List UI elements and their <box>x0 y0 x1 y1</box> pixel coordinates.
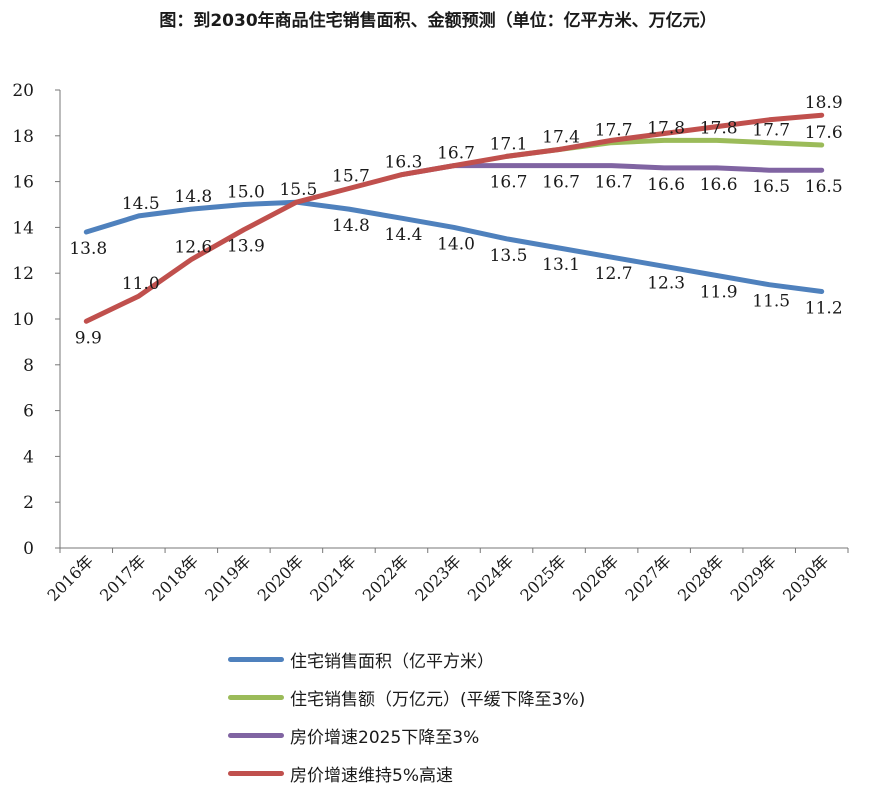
y-tick-label: 4 <box>23 447 34 467</box>
data-label: 16.3 <box>385 153 423 173</box>
legend: 住宅销售面积（亿平方米） 住宅销售额（万亿元）(平缓下降至3%) 房价增速202… <box>228 640 585 792</box>
data-label: 15.7 <box>332 166 370 186</box>
data-label: 14.0 <box>437 234 475 254</box>
series-line <box>83 112 825 324</box>
data-label: 13.8 <box>69 239 107 259</box>
y-tick-label: 20 <box>12 81 34 101</box>
x-tick-label: 2027年 <box>621 551 675 605</box>
data-label: 12.3 <box>647 273 685 293</box>
x-tick-labels: 2016年2017年2018年2019年2020年2021年2022年2023年… <box>44 551 833 605</box>
data-label: 14.5 <box>122 194 160 214</box>
legend-label: 房价增速2025下降至3% <box>290 727 480 748</box>
x-tick-label: 2023年 <box>411 551 465 605</box>
data-label: 13.5 <box>490 246 528 266</box>
legend-item: 住宅销售面积（亿平方米） <box>228 640 585 678</box>
series-line <box>399 163 825 178</box>
legend-label: 住宅销售额（万亿元）(平缓下降至3%) <box>290 689 586 710</box>
data-label: 17.6 <box>805 123 843 143</box>
data-label: 13.1 <box>542 255 580 275</box>
data-label: 16.7 <box>437 144 475 164</box>
data-label: 11.0 <box>122 274 160 294</box>
data-label: 11.2 <box>805 299 843 319</box>
data-label: 16.6 <box>700 175 738 195</box>
y-tick-label: 12 <box>12 264 34 284</box>
data-label: 16.7 <box>490 173 528 193</box>
data-label: 16.5 <box>752 177 790 197</box>
data-label: 12.6 <box>174 237 212 257</box>
axes <box>55 89 849 553</box>
data-label: 11.5 <box>752 292 790 312</box>
data-label: 14.4 <box>385 225 423 245</box>
x-tick-label: 2029年 <box>726 551 780 605</box>
series-lines <box>83 112 825 324</box>
y-tick-label: 18 <box>12 127 34 147</box>
legend-item: 房价增速2025下降至3% <box>228 716 585 754</box>
legend-swatch <box>228 656 284 662</box>
legend-item: 房价增速维持5%高速 <box>228 754 585 792</box>
y-tick-label: 14 <box>12 218 34 238</box>
data-label: 16.7 <box>542 173 580 193</box>
x-tick-label: 2030年 <box>779 551 833 605</box>
data-label: 15.0 <box>227 183 265 203</box>
x-tick-label: 2028年 <box>674 551 728 605</box>
data-labels: 13.8 14.5 14.8 15.0 15.5 14.8 14.4 14.0 13.5 13.1… <box>69 93 842 348</box>
y-tick-label: 10 <box>12 310 34 330</box>
data-label: 17.1 <box>490 134 528 154</box>
x-tick-label: 2024年 <box>464 551 518 605</box>
data-label: 17.4 <box>542 128 580 148</box>
series-line <box>83 199 825 294</box>
x-tick-label: 2025年 <box>516 551 570 605</box>
legend-swatch <box>228 770 284 776</box>
x-tick-label: 2017年 <box>96 551 150 605</box>
legend-label: 住宅销售面积（亿平方米） <box>290 651 494 672</box>
legend-swatch <box>228 732 284 738</box>
y-tick-label: 16 <box>12 173 34 193</box>
x-tick-label: 2021年 <box>306 551 360 605</box>
data-label: 15.5 <box>279 180 317 200</box>
data-label: 16.6 <box>647 175 685 195</box>
x-tick-label: 2018年 <box>149 551 203 605</box>
legend-item: 住宅销售额（万亿元）(平缓下降至3%) <box>228 678 585 716</box>
data-label: 16.5 <box>805 177 843 197</box>
x-tick-label: 2020年 <box>254 551 308 605</box>
x-tick-label: 2016年 <box>44 551 98 605</box>
data-label: 17.7 <box>595 121 633 141</box>
data-label: 17.8 <box>647 118 685 138</box>
data-label: 9.9 <box>75 328 102 348</box>
y-tick-label: 8 <box>23 356 34 376</box>
y-tick-label: 0 <box>23 539 34 559</box>
data-label: 13.9 <box>227 237 265 257</box>
data-label: 12.7 <box>595 264 633 284</box>
x-tick-label: 2022年 <box>359 551 413 605</box>
data-label: 18.9 <box>805 93 843 113</box>
legend-label: 房价增速维持5%高速 <box>290 765 453 786</box>
data-label: 17.8 <box>700 118 738 138</box>
y-tick-label: 6 <box>23 402 34 422</box>
y-tick-label: 2 <box>23 493 34 513</box>
x-tick-label: 2019年 <box>201 551 255 605</box>
legend-swatch <box>228 694 284 700</box>
data-label: 16.7 <box>595 173 633 193</box>
chart-title: 图：到2030年商品住宅销售面积、金额预测（单位：亿平方米、万亿元） <box>159 11 717 31</box>
data-label: 17.7 <box>752 121 790 141</box>
y-tick-labels: 0 2 4 6 8 10 12 14 16 18 20 <box>12 81 34 559</box>
data-label: 11.9 <box>700 282 738 302</box>
data-label: 14.8 <box>332 216 370 236</box>
x-tick-label: 2026年 <box>569 551 623 605</box>
data-label: 14.8 <box>174 187 212 207</box>
